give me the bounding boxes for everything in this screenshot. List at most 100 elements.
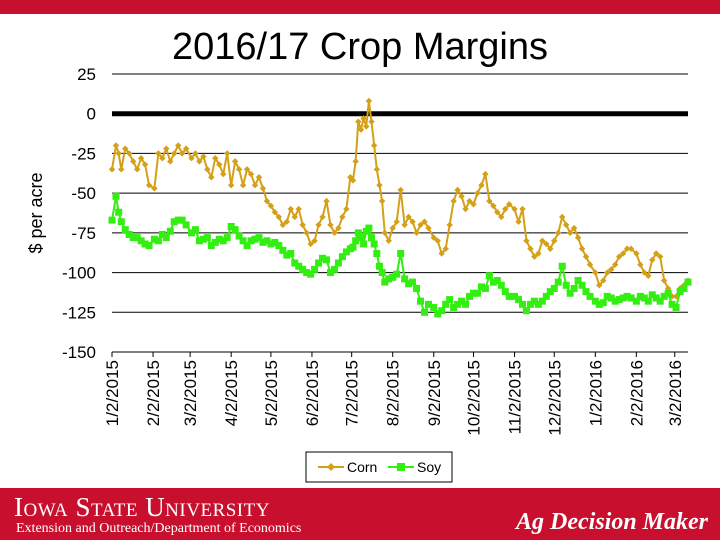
- data-point: [373, 250, 381, 258]
- data-point: [518, 300, 526, 308]
- data-point: [295, 205, 302, 213]
- data-point: [334, 259, 342, 267]
- data-point: [442, 245, 449, 252]
- data-point: [413, 284, 421, 292]
- data-point: [551, 237, 558, 244]
- data-point: [462, 205, 469, 213]
- data-point: [592, 269, 599, 276]
- data-point: [259, 238, 267, 246]
- data-point: [378, 269, 386, 277]
- data-point: [454, 186, 461, 194]
- data-point: [668, 300, 676, 308]
- data-point: [542, 292, 550, 300]
- university-logo-text: Iowa State University: [14, 492, 270, 522]
- crop-margins-chart: 25 0 -25 -50 -75 -100 -125 -150 1/2/2015 2/2/201…: [26, 65, 692, 483]
- data-point: [586, 261, 594, 268]
- data-point: [122, 145, 129, 152]
- legend-marker: [327, 463, 335, 471]
- data-point: [150, 235, 158, 243]
- data-point: [397, 186, 404, 194]
- data-point: [454, 300, 462, 308]
- data-point: [653, 250, 660, 257]
- data-point: [555, 229, 562, 237]
- data-point: [389, 273, 397, 281]
- data-point: [338, 253, 346, 261]
- data-point: [611, 297, 619, 305]
- data-point: [327, 221, 334, 229]
- data-point: [200, 153, 207, 160]
- data-point: [349, 177, 357, 184]
- data-point: [672, 304, 680, 312]
- data-point: [354, 229, 362, 237]
- x-tick-label: 3/2/2015: [181, 360, 200, 426]
- data-point: [319, 254, 327, 262]
- data-point: [323, 256, 331, 264]
- data-point: [204, 166, 211, 173]
- y-tick-label: -50: [71, 184, 96, 203]
- data-point: [409, 278, 417, 286]
- data-point: [466, 292, 474, 300]
- data-point: [283, 218, 290, 225]
- data-point: [187, 229, 195, 237]
- x-tick-label: 2/2/2015: [144, 360, 163, 426]
- legend-label: Corn: [347, 459, 377, 475]
- x-tick-label: 5/2/2015: [262, 360, 281, 426]
- y-tick-label: -25: [71, 144, 96, 163]
- data-point: [558, 262, 566, 270]
- data-point: [381, 278, 389, 286]
- x-tick-label: 1/2/2016: [586, 360, 605, 426]
- data-point: [486, 197, 493, 205]
- data-point: [574, 277, 582, 285]
- y-axis-label: $ per acre: [26, 172, 46, 253]
- data-point: [641, 269, 648, 276]
- data-point: [401, 275, 409, 283]
- data-point: [458, 193, 465, 200]
- data-point: [182, 145, 190, 152]
- data-point: [231, 226, 239, 234]
- data-point: [255, 234, 263, 242]
- data-point: [145, 242, 153, 250]
- data-point: [133, 166, 141, 173]
- data-point: [633, 250, 640, 257]
- data-point: [458, 297, 466, 305]
- data-point: [656, 253, 664, 260]
- x-tick-label: 4/2/2015: [222, 360, 241, 426]
- data-point: [212, 154, 219, 162]
- data-point: [430, 234, 437, 241]
- data-point: [251, 182, 259, 189]
- data-point: [607, 294, 615, 302]
- data-point: [331, 229, 338, 237]
- data-point: [413, 229, 420, 237]
- data-point: [430, 304, 438, 312]
- data-point: [326, 269, 334, 277]
- data-point: [208, 174, 215, 181]
- data-point: [656, 297, 664, 305]
- data-point: [591, 297, 599, 305]
- data-point: [283, 251, 291, 259]
- series-corn: [108, 97, 692, 300]
- data-point: [360, 240, 368, 248]
- data-point: [275, 213, 283, 221]
- data-point: [623, 245, 631, 252]
- data-point: [501, 288, 509, 296]
- data-point: [171, 150, 178, 157]
- data-point: [554, 278, 562, 286]
- data-point: [417, 221, 424, 229]
- data-point: [303, 229, 310, 237]
- data-point: [239, 182, 247, 189]
- data-point: [159, 154, 166, 162]
- data-point: [360, 115, 367, 122]
- data-point: [627, 294, 635, 302]
- x-tick-label: 9/2/2015: [425, 360, 444, 426]
- data-point: [115, 150, 122, 157]
- data-point: [118, 166, 125, 173]
- top-accent-bar: [0, 0, 720, 14]
- data-point: [133, 234, 141, 242]
- data-point: [137, 154, 145, 162]
- data-point: [531, 253, 538, 260]
- data-point: [370, 142, 378, 149]
- data-point: [546, 288, 554, 296]
- data-point: [615, 253, 623, 260]
- x-tick-label: 1/2/2015: [103, 360, 122, 426]
- data-point: [425, 224, 432, 232]
